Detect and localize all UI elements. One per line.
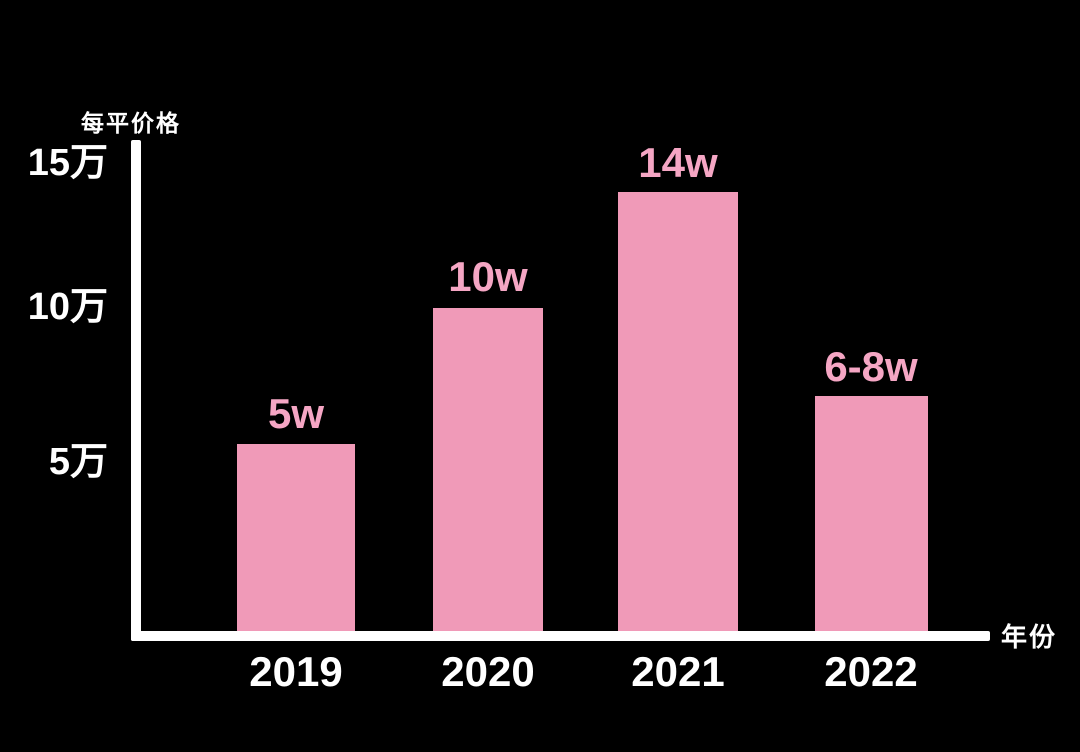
bar-value-label-2021: 14w: [638, 139, 718, 186]
y-axis-title: 每平价格: [81, 110, 181, 136]
x-axis-title: 年份: [1001, 622, 1058, 652]
x-tick-2019: 2019: [249, 648, 343, 695]
bar-value-label-2019: 5w: [267, 390, 325, 437]
x-axis-line: [131, 631, 990, 641]
bar-value-label-2022: 6-8w: [824, 343, 918, 390]
y-tick-10: 10万: [27, 286, 108, 328]
bar-value-label-2020: 10w: [448, 253, 528, 300]
y-tick-5: 5万: [48, 441, 108, 483]
x-tick-2022: 2022: [824, 648, 918, 695]
bar-2019: [237, 444, 355, 631]
bar-2022: [815, 396, 928, 631]
bar-2021: [618, 192, 738, 631]
x-tick-2020: 2020: [441, 648, 535, 695]
y-tick-15: 15万: [27, 142, 108, 184]
y-axis-line: [131, 140, 141, 641]
bar-2020: [433, 308, 543, 631]
x-tick-2021: 2021: [631, 648, 725, 695]
